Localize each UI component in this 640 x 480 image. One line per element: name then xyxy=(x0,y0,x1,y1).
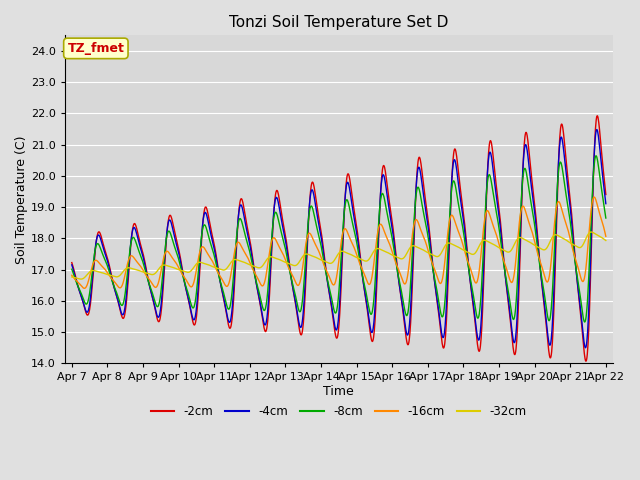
-8cm xyxy=(538,279,546,285)
-4cm xyxy=(582,345,589,350)
-2cm xyxy=(582,358,589,364)
-8cm xyxy=(492,204,499,209)
-4cm xyxy=(187,306,195,312)
Line: -32cm: -32cm xyxy=(72,232,606,279)
Legend: -2cm, -4cm, -8cm, -16cm, -32cm: -2cm, -4cm, -8cm, -16cm, -32cm xyxy=(146,401,532,423)
-16cm xyxy=(187,284,195,290)
-8cm xyxy=(246,252,254,257)
-16cm xyxy=(81,286,88,291)
Line: -16cm: -16cm xyxy=(72,197,606,288)
Text: TZ_fmet: TZ_fmet xyxy=(67,42,124,55)
-8cm xyxy=(187,300,195,305)
-2cm xyxy=(187,308,195,313)
Y-axis label: Soil Temperature (C): Soil Temperature (C) xyxy=(15,135,28,264)
-2cm xyxy=(492,174,499,180)
-32cm xyxy=(422,249,429,254)
-8cm xyxy=(593,153,600,159)
-4cm xyxy=(246,244,254,250)
-2cm xyxy=(68,260,76,265)
-2cm xyxy=(173,242,181,248)
-32cm xyxy=(187,268,195,274)
-2cm xyxy=(422,197,429,203)
-32cm xyxy=(247,262,255,268)
Line: -4cm: -4cm xyxy=(72,130,606,348)
-16cm xyxy=(422,240,429,246)
Title: Tonzi Soil Temperature Set D: Tonzi Soil Temperature Set D xyxy=(229,15,449,30)
-16cm xyxy=(591,194,598,200)
-4cm xyxy=(173,246,181,252)
-8cm xyxy=(602,215,610,221)
-32cm xyxy=(539,247,547,252)
-4cm xyxy=(593,127,601,132)
-4cm xyxy=(602,201,610,206)
-32cm xyxy=(68,274,76,280)
-32cm xyxy=(174,266,182,272)
-16cm xyxy=(539,267,547,273)
-32cm xyxy=(77,276,85,282)
-8cm xyxy=(422,219,429,225)
X-axis label: Time: Time xyxy=(323,385,354,398)
-4cm xyxy=(422,205,429,211)
-16cm xyxy=(492,229,499,235)
-8cm xyxy=(173,252,181,258)
-16cm xyxy=(247,262,255,267)
-8cm xyxy=(581,319,589,325)
Line: -2cm: -2cm xyxy=(72,116,606,361)
-2cm xyxy=(538,286,546,292)
-4cm xyxy=(538,285,546,290)
-4cm xyxy=(68,262,76,268)
-32cm xyxy=(602,238,610,243)
-8cm xyxy=(68,266,76,272)
-16cm xyxy=(602,233,610,239)
Line: -8cm: -8cm xyxy=(72,156,606,322)
-32cm xyxy=(588,229,595,235)
-16cm xyxy=(68,273,76,278)
-2cm xyxy=(593,113,601,119)
-32cm xyxy=(492,243,499,249)
-16cm xyxy=(174,264,182,269)
-2cm xyxy=(246,240,254,246)
-2cm xyxy=(602,192,610,197)
-4cm xyxy=(492,185,499,191)
